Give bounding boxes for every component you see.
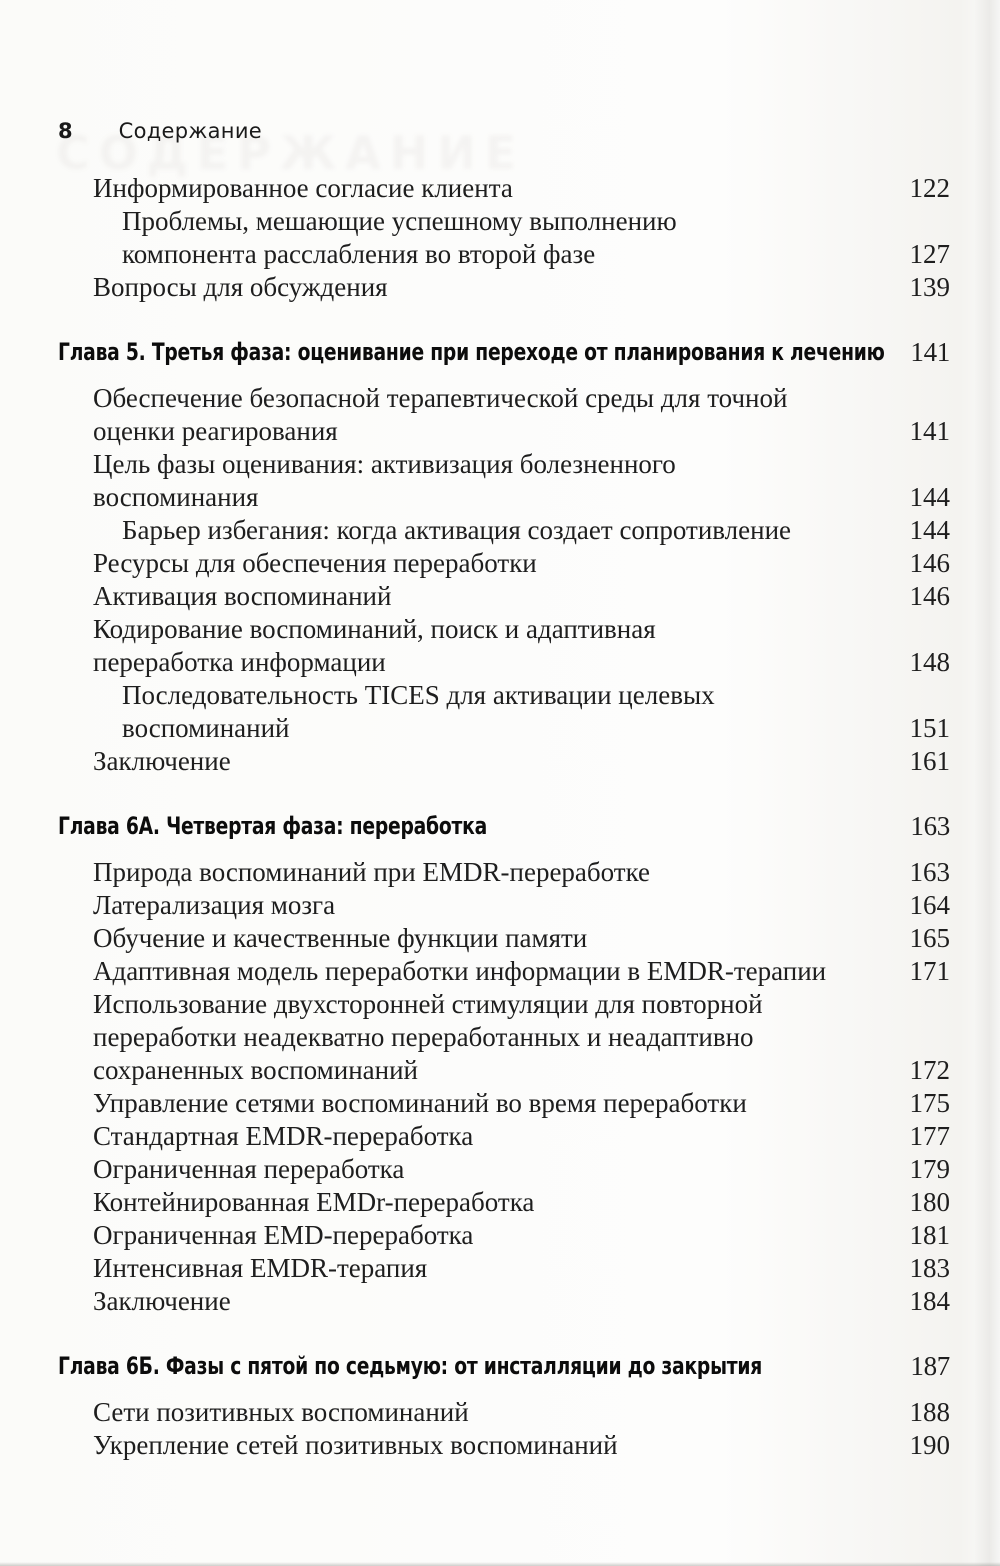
- toc-page-number: 183: [909, 1253, 951, 1283]
- toc-entry-title: Проблемы, мешающие успешному выполнению …: [122, 206, 677, 269]
- toc-page-number: 163: [909, 857, 951, 887]
- toc-entry-row: Заключение 161: [93, 745, 950, 778]
- toc-chapter-title: Глава 5. Третья фаза: оценивание при пер…: [58, 338, 885, 366]
- toc-entry-row: Последовательность TICES для активации ц…: [122, 679, 950, 745]
- toc-entry-row: Контейнированная EMDr-переработка 180: [93, 1186, 950, 1219]
- toc-page-number: 184: [909, 1286, 951, 1316]
- toc-entry-row: Активация воспоминаний 146: [93, 580, 950, 613]
- toc-page-number: 190: [909, 1430, 951, 1460]
- toc-chapter-title: Глава 6Б. Фазы с пятой по седьмую: от ин…: [58, 1352, 763, 1380]
- toc-entry-row: Вопросы для обсуждения 139: [93, 271, 950, 304]
- toc-page-number: 175: [909, 1088, 951, 1118]
- toc-page-number: 164: [909, 890, 951, 920]
- toc-entry-title: Ресурсы для обеспечения переработки: [93, 548, 537, 578]
- toc-chapter-row: Глава 6Б. Фазы с пятой по седьмую: от ин…: [58, 1351, 950, 1382]
- toc-entry-title: Вопросы для обсуждения: [93, 272, 388, 302]
- toc-chapter-title: Глава 6А. Четвертая фаза: переработка: [58, 812, 487, 840]
- running-title: Содержание: [118, 119, 262, 143]
- toc-entry-row: Обучение и качественные функции памяти 16…: [93, 922, 950, 955]
- toc-entry-title: Заключение: [93, 1286, 231, 1316]
- toc-entry-title: Информированное согласие клиента: [93, 173, 513, 203]
- toc-page-number: 139: [909, 272, 951, 302]
- toc-page-number: 148: [909, 647, 951, 677]
- toc-entry-row: Природа воспоминаний при EMDR-переработк…: [93, 856, 950, 889]
- toc-entry-row: Управление сетями воспоминаний во время …: [93, 1087, 950, 1120]
- toc-entry-row: Использование двухсторонней стимуляции д…: [93, 988, 950, 1087]
- toc-entry-row: Цель фазы оценивания: активизация болезн…: [93, 448, 950, 514]
- toc-page-number: 171: [909, 956, 951, 986]
- toc-entry-row: Латерализация мозга 164: [93, 889, 950, 922]
- toc-entry-row: Стандартная EMDR-переработка 177: [93, 1120, 950, 1153]
- toc-entry-row: Адаптивная модель переработки информации…: [93, 955, 950, 988]
- toc-entry-row: Ограниченная EMD-переработка 181: [93, 1219, 950, 1252]
- toc-entry-title: Природа воспоминаний при EMDR-переработк…: [93, 857, 651, 887]
- toc-entry-title: Управление сетями воспоминаний во время …: [93, 1088, 747, 1118]
- toc-page-number: 180: [909, 1187, 951, 1217]
- toc-page-number: 177: [909, 1121, 951, 1151]
- toc-page-number: 122: [909, 173, 951, 203]
- toc-entry-title: Ограниченная переработка: [93, 1154, 405, 1184]
- toc-entry-row: Укрепление сетей позитивных воспоминаний…: [93, 1429, 950, 1462]
- toc-page-number: 146: [909, 581, 951, 611]
- toc-entry-title: Адаптивная модель переработки информации…: [93, 956, 827, 986]
- toc-entry-row: Заключение 184: [93, 1285, 950, 1318]
- toc-entry-row: Барьер избегания: когда активация создае…: [122, 514, 950, 547]
- toc-entry-row: Информированное согласие клиента 122: [93, 172, 950, 205]
- toc-page-number: 144: [909, 482, 951, 512]
- toc-entry-title: Сети позитивных воспоминаний: [93, 1397, 469, 1427]
- toc-entry-title: Заключение: [93, 746, 231, 776]
- toc-entry-title: Обеспечение безопасной терапевтической с…: [93, 383, 788, 446]
- toc-entry-title: Барьер избегания: когда активация создае…: [122, 515, 792, 545]
- toc-entry-title: Латерализация мозга: [93, 890, 336, 920]
- toc-page-number: 187: [910, 1351, 950, 1381]
- toc-entry-title: Ограниченная EMD-переработка: [93, 1220, 474, 1250]
- toc-entry-row: Ресурсы для обеспечения переработки 146: [93, 547, 950, 580]
- toc-entry-row: Кодирование воспоминаний, поиск и адапти…: [93, 613, 950, 679]
- toc-entry-title: Укрепление сетей позитивных воспоминаний: [93, 1430, 618, 1460]
- show-through-artifact: СОДЕРЖАНИЕ: [56, 126, 526, 180]
- toc-entry-row: Ограниченная переработка 179: [93, 1153, 950, 1186]
- toc-entry-title: Последовательность TICES для активации ц…: [122, 680, 715, 743]
- toc-page-number: 127: [909, 239, 951, 269]
- toc-page-number: 146: [909, 548, 951, 578]
- toc-entry-title: Кодирование воспоминаний, поиск и адапти…: [93, 614, 656, 677]
- toc-entry-title: Стандартная EMDR-переработка: [93, 1121, 474, 1151]
- toc-page-number: 188: [909, 1397, 951, 1427]
- toc-page-number: 179: [909, 1154, 951, 1184]
- toc-page-number: 165: [909, 923, 951, 953]
- toc-page-number: 181: [909, 1220, 951, 1250]
- toc-entry-row: Обеспечение безопасной терапевтической с…: [93, 382, 950, 448]
- toc-entry-title: Использование двухсторонней стимуляции д…: [93, 989, 763, 1085]
- toc-entry-row: Сети позитивных воспоминаний 188: [93, 1396, 950, 1429]
- toc-page-number: 172: [909, 1055, 951, 1085]
- toc-entry-title: Контейнированная EMDr-переработка: [93, 1187, 535, 1217]
- toc-page-number: 144: [909, 515, 951, 545]
- toc-entry-title: Интенсивная EMDR-терапия: [93, 1253, 428, 1283]
- toc-chapter-row: Глава 5. Третья фаза: оценивание при пер…: [58, 337, 950, 368]
- toc-entry-title: Цель фазы оценивания: активизация болезн…: [93, 449, 676, 512]
- toc-entry-row: Проблемы, мешающие успешному выполнению …: [122, 205, 950, 271]
- toc-page-number: 141: [910, 337, 950, 367]
- running-header: 8 Содержание: [58, 119, 262, 143]
- toc-page-number: 151: [909, 713, 951, 743]
- toc-page-number: 141: [909, 416, 951, 446]
- toc-entry-row: Интенсивная EMDR-терапия 183: [93, 1252, 950, 1285]
- toc-page-number: 161: [909, 746, 951, 776]
- toc-entry-title: Обучение и качественные функции памяти: [93, 923, 588, 953]
- page-number: 8: [58, 119, 73, 143]
- toc-chapter-row: Глава 6А. Четвертая фаза: переработка 163: [58, 811, 950, 842]
- toc-list: Информированное согласие клиента 122 Пробл…: [0, 172, 1000, 1462]
- toc-entry-title: Активация воспоминаний: [93, 581, 392, 611]
- toc-page-number: 163: [910, 811, 950, 841]
